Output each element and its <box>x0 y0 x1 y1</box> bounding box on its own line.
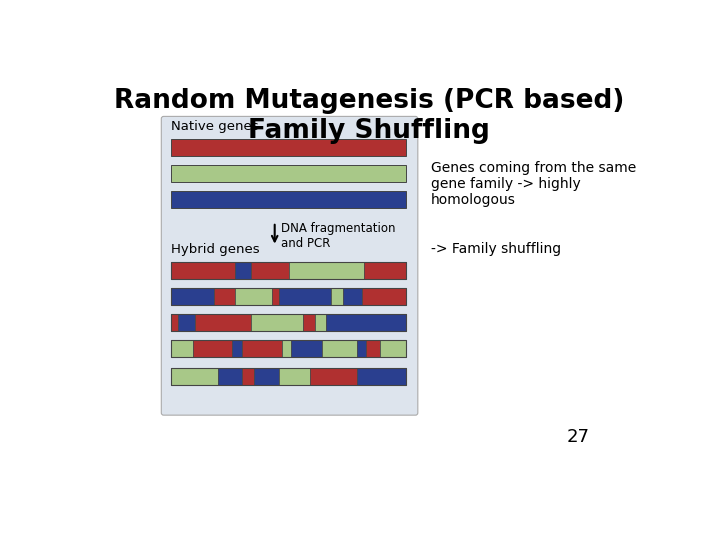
Text: Native genes: Native genes <box>171 119 259 132</box>
Bar <box>214 288 235 305</box>
Bar <box>171 139 406 156</box>
Bar <box>253 368 279 385</box>
Bar <box>361 288 406 305</box>
FancyBboxPatch shape <box>161 117 418 415</box>
Bar <box>279 368 310 385</box>
Bar <box>171 165 406 182</box>
Bar <box>171 262 406 279</box>
Bar <box>235 288 272 305</box>
Bar <box>171 288 214 305</box>
Bar <box>279 288 331 305</box>
Bar <box>242 368 253 385</box>
Bar <box>171 314 179 331</box>
Bar <box>218 368 242 385</box>
Bar <box>364 262 406 279</box>
Bar <box>310 368 357 385</box>
Bar <box>322 340 357 357</box>
Bar <box>380 340 406 357</box>
Text: Hybrid genes: Hybrid genes <box>171 243 260 256</box>
Bar <box>171 288 406 305</box>
Bar <box>326 314 406 331</box>
Bar <box>343 288 361 305</box>
Bar <box>291 340 322 357</box>
Bar <box>366 340 380 357</box>
Bar <box>357 368 406 385</box>
Bar <box>171 368 406 385</box>
Bar <box>171 191 406 208</box>
Text: -> Family shuffling: -> Family shuffling <box>431 242 561 256</box>
Bar <box>331 288 343 305</box>
Bar <box>171 262 235 279</box>
Bar <box>303 314 315 331</box>
Text: DNA fragmentation
and PCR: DNA fragmentation and PCR <box>281 222 395 249</box>
Bar <box>235 262 251 279</box>
Bar <box>289 262 364 279</box>
Bar <box>192 340 233 357</box>
Text: Genes coming from the same
gene family -> highly
homologous: Genes coming from the same gene family -… <box>431 161 636 207</box>
Bar <box>171 340 192 357</box>
Bar <box>242 340 282 357</box>
Bar <box>233 340 242 357</box>
Bar <box>282 340 291 357</box>
Text: 27: 27 <box>567 428 590 446</box>
Bar <box>179 314 195 331</box>
Bar <box>251 314 303 331</box>
Bar <box>195 314 251 331</box>
Bar <box>315 314 326 331</box>
Bar <box>171 368 218 385</box>
Bar <box>171 314 406 331</box>
Bar <box>272 288 279 305</box>
Bar <box>171 340 406 357</box>
Bar <box>357 340 366 357</box>
Bar <box>251 262 289 279</box>
Text: Random Mutagenesis (PCR based)
Family Shuffling: Random Mutagenesis (PCR based) Family Sh… <box>114 88 624 144</box>
